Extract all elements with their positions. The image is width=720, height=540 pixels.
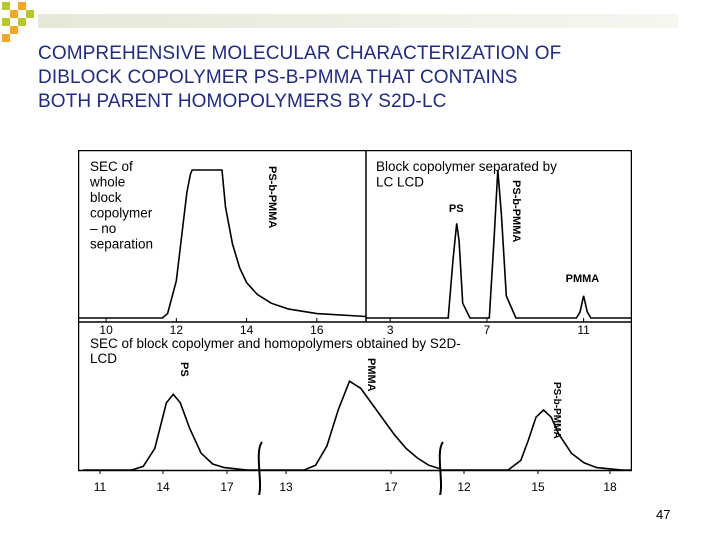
axis-break-mark xyxy=(438,441,444,495)
figure-frame xyxy=(78,150,632,472)
panel-s2d-tick-label: 11 xyxy=(94,480,107,494)
panel-s2d-tick-label: 18 xyxy=(603,480,617,494)
checker-square xyxy=(2,18,10,26)
panel-s2d-trace xyxy=(440,408,632,471)
panel-sec-title-line: separation xyxy=(90,237,153,252)
page-number: 47 xyxy=(656,507,671,522)
panel-sec-tick-label: 14 xyxy=(240,323,254,337)
panel-lc-tick-label: 7 xyxy=(484,323,491,337)
panel-lc-peak-label: PS-b-PMMA xyxy=(510,180,522,242)
panel-lc-tick-label: 3 xyxy=(387,323,394,337)
panel-s2d-trace xyxy=(259,380,441,471)
panel-s2d-trace xyxy=(83,393,259,471)
panel-s2d-tick-label: 17 xyxy=(384,480,398,494)
panel-s2d-peak-label: PS xyxy=(178,362,190,377)
slide-title-line: DIBLOCK COPOLYMER PS-B-PMMA THAT CONTAIN… xyxy=(38,67,518,88)
checker-square xyxy=(18,18,26,26)
panel-s2d-tick-label: 15 xyxy=(531,480,545,494)
panel-sec-trace xyxy=(78,169,367,319)
panel-lc-peak-label: PS xyxy=(449,203,464,215)
panel-sec-peak-label: PS-b-PMMA xyxy=(266,166,278,228)
panel-s2d-tick-label: 13 xyxy=(279,480,293,494)
checker-square xyxy=(18,2,26,10)
panel-sec-title-line: whole xyxy=(89,175,125,190)
corner-checker-decoration xyxy=(2,2,34,42)
panel-lc-tick-label: 11 xyxy=(577,323,590,337)
checker-square xyxy=(26,10,34,18)
checker-square xyxy=(10,10,18,18)
panel-lc-title-line: Block copolymer separated by xyxy=(376,159,557,174)
axis-break-mark xyxy=(257,441,263,495)
panel-lc-title-line: LC LCD xyxy=(376,175,424,190)
checker-square xyxy=(10,26,18,34)
panel-s2d-title-line: LCD xyxy=(90,351,117,366)
panel-sec-tick-label: 12 xyxy=(170,323,184,337)
panel-lc-trace xyxy=(366,169,632,319)
title-top-rule xyxy=(38,14,678,28)
slide-title-line: COMPREHENSIVE MOLECULAR CHARACTERIZATION… xyxy=(38,43,562,64)
panel-lc-peak-label: PMMA xyxy=(566,273,600,285)
panel-sec-title-line: SEC of xyxy=(90,159,133,174)
slide-title: COMPREHENSIVE MOLECULAR CHARACTERIZATION… xyxy=(38,42,718,114)
checker-square xyxy=(2,2,10,10)
panel-s2d-title-line: SEC of block copolymer and homopolymers … xyxy=(90,336,461,351)
slide-title-line: BOTH PARENT HOMOPOLYMERS BY S2D-LC xyxy=(38,91,447,112)
panel-sec-tick-label: 10 xyxy=(99,323,113,337)
panel-s2d-tick-label: 12 xyxy=(457,480,471,494)
panel-s2d-tick-label: 14 xyxy=(156,480,170,494)
panel-s2d-peak-label: PMMA xyxy=(365,358,377,392)
panel-sec-tick-label: 16 xyxy=(310,323,324,337)
panel-s2d-peak-label: PS-b-PMMA xyxy=(551,382,562,439)
panel-s2d-tick-label: 17 xyxy=(220,480,234,494)
panel-sec-title-line: – no xyxy=(90,221,116,236)
checker-square xyxy=(2,34,10,42)
panel-sec-title-line: block xyxy=(90,190,122,205)
panel-sec-title-line: copolymer xyxy=(90,206,153,221)
chromatogram-figure: 10 12 14 16 SEC of whole block copolymer – no sep… xyxy=(78,150,632,495)
